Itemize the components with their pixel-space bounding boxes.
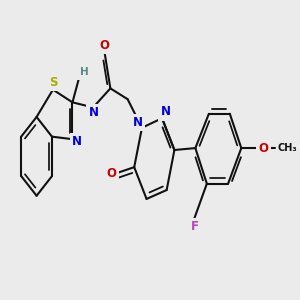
Text: CH₃: CH₃: [278, 143, 297, 153]
Text: N: N: [72, 135, 82, 148]
Text: O: O: [259, 142, 269, 154]
Text: H: H: [80, 68, 88, 77]
Text: F: F: [190, 220, 199, 233]
Text: S: S: [49, 76, 58, 88]
Text: N: N: [133, 116, 143, 129]
Text: O: O: [99, 39, 109, 52]
Text: N: N: [89, 106, 99, 119]
Text: O: O: [106, 167, 116, 180]
Text: N: N: [160, 105, 170, 119]
